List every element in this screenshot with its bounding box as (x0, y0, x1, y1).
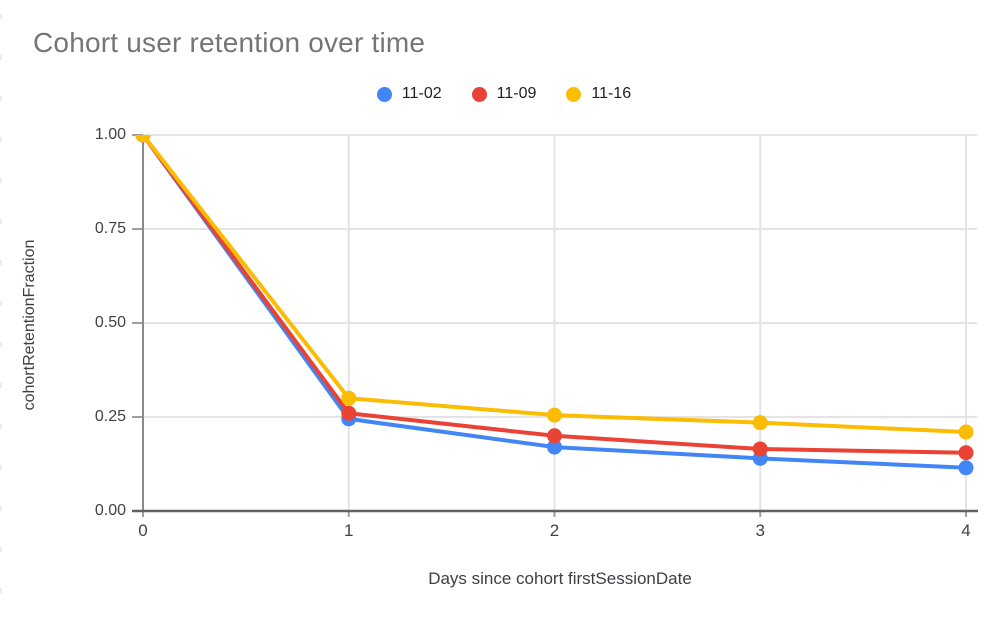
legend-item-11-02: 11-02 (376, 85, 442, 103)
data-point-11-09 (341, 405, 357, 421)
left-edge-artifact (0, 14, 2, 614)
legend-item-11-09: 11-09 (471, 85, 537, 103)
legend-swatch-red-icon (471, 86, 487, 102)
data-point-11-02 (958, 460, 974, 476)
data-point-11-16 (341, 390, 357, 406)
legend-swatch-yellow-icon (566, 86, 582, 102)
x-axis-title: Days since cohort firstSessionDate (428, 569, 692, 588)
legend-swatch-blue-icon (376, 86, 392, 102)
data-point-11-09 (958, 445, 974, 461)
data-point-11-16 (958, 424, 974, 440)
legend-label: 11-09 (496, 85, 537, 102)
legend-label: 11-02 (401, 85, 442, 102)
data-point-11-02 (547, 439, 562, 455)
chart-title: Cohort user retention over time (33, 27, 426, 58)
data-point-11-09 (547, 428, 562, 444)
legend-item-11-16: 11-16 (566, 85, 631, 103)
data-point-11-16 (547, 407, 562, 423)
data-point-11-16 (752, 415, 768, 431)
legend: 11-02 11-09 11-16 (0, 85, 1008, 103)
y-axis-title: cohortRetentionFraction (21, 239, 38, 411)
legend-label: 11-16 (591, 85, 632, 102)
data-point-11-16 (135, 135, 151, 143)
data-point-11-09 (752, 441, 768, 457)
